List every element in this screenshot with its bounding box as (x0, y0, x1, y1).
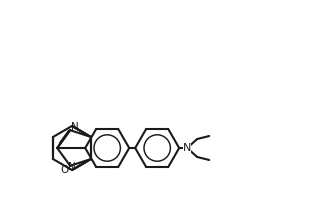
Text: O: O (60, 165, 68, 175)
Text: N: N (68, 161, 76, 172)
Text: N: N (71, 122, 79, 132)
Text: N: N (183, 143, 191, 153)
